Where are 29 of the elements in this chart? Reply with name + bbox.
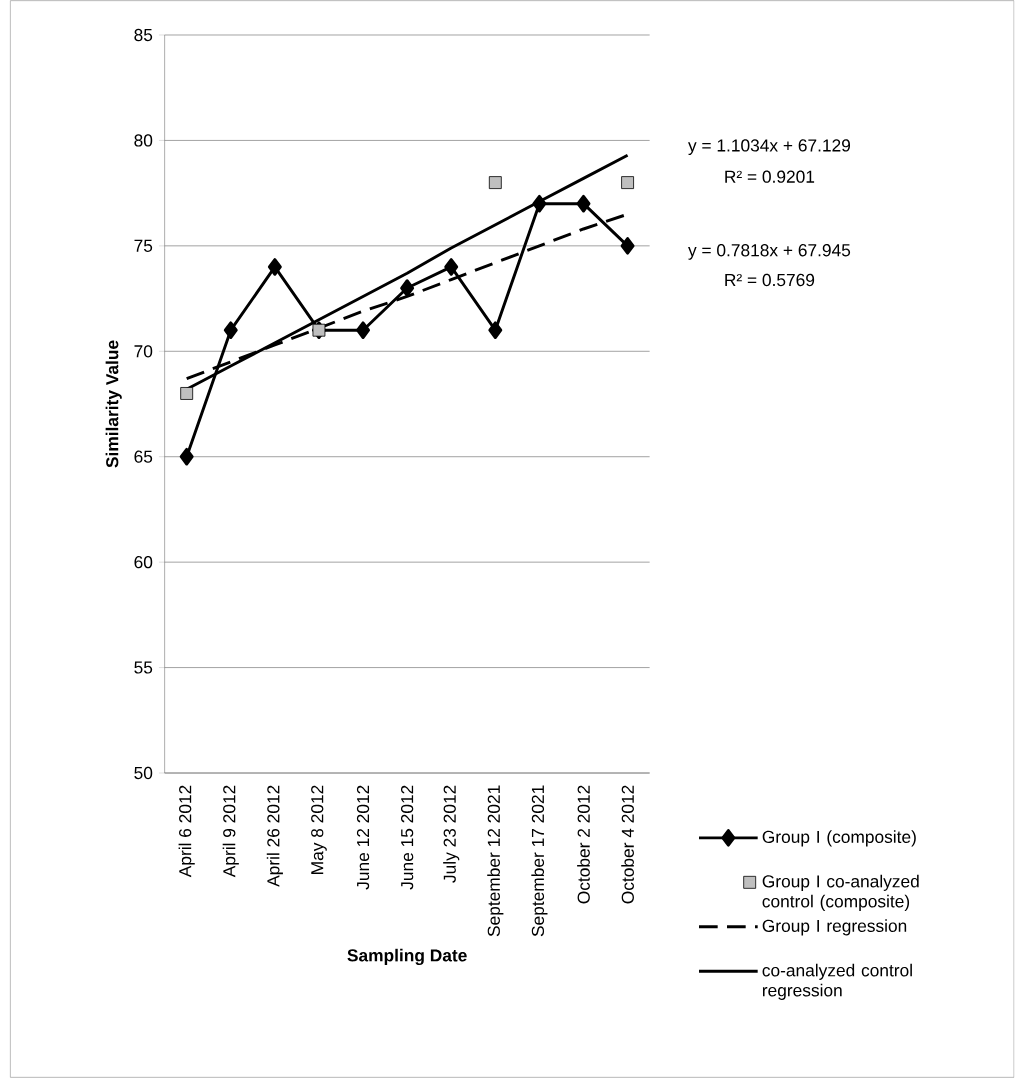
legend-label: Group I regression bbox=[762, 919, 907, 936]
text: R² = 0.9201 bbox=[725, 170, 815, 183]
x-tick-label: April 6 2012 bbox=[178, 785, 195, 878]
y-tick-label: 70 bbox=[134, 345, 153, 358]
text: y = 1.1034x + 67.129 bbox=[688, 139, 851, 156]
x-tick-label: April 9 2012 bbox=[222, 785, 240, 878]
x-tick-label: April 26 2012 bbox=[266, 785, 284, 887]
text: R² = 0.5769 bbox=[725, 273, 815, 287]
x-axis-title: Sampling Date bbox=[347, 948, 467, 966]
x-tick-label: June 12 2012 bbox=[357, 785, 370, 890]
x-tick-label: July 23 2012 bbox=[443, 785, 460, 883]
legend-label: Group I co-analyzed control (composite) bbox=[762, 874, 919, 911]
y-tick-label: 60 bbox=[134, 556, 153, 569]
y-tick-label: 55 bbox=[134, 661, 153, 674]
legend-label: co-analyzed control regression bbox=[762, 963, 913, 1000]
x-tick-label: June 15 2012 bbox=[401, 785, 414, 890]
x-tick-label: September 12 2021 bbox=[487, 785, 504, 937]
y-tick-label: 85 bbox=[134, 28, 153, 42]
x-tick-label: September 17 2021 bbox=[531, 785, 548, 937]
x-tick-label: October 2 2012 bbox=[577, 785, 591, 904]
legend-label: Group I (composite) bbox=[762, 830, 916, 847]
x-tick-label: May 8 2012 bbox=[311, 785, 327, 874]
y-axis-title: Similarity Value bbox=[105, 340, 122, 468]
y-tick-label: 75 bbox=[134, 239, 153, 252]
y-tick-label: 65 bbox=[134, 450, 153, 463]
x-tick-label: October 4 2012 bbox=[621, 785, 635, 904]
y-tick-label: 80 bbox=[134, 134, 153, 147]
text: y = 0.7818x + 67.945 bbox=[688, 244, 851, 260]
y-tick-label: 50 bbox=[134, 766, 153, 780]
